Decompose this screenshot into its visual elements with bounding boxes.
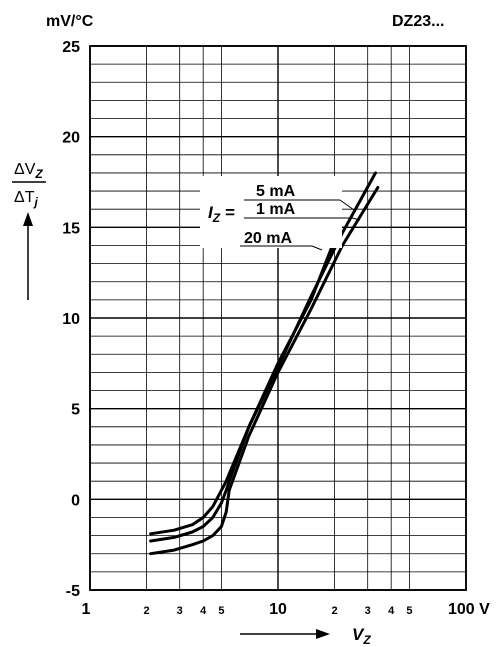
y-tick-labels: 25 20 15 10 5 0 -5 <box>62 39 80 600</box>
x-tick-label-minor: 5 <box>218 605 224 617</box>
x-tick-label-minor: 3 <box>365 605 371 617</box>
x-axis-arrow-head <box>316 629 330 639</box>
x-tick-label-minor: 2 <box>144 605 150 617</box>
x-axis-label-text: VZ <box>352 625 371 647</box>
y-axis-label: ΔVZ ΔTj <box>12 161 46 300</box>
legend-label-1ma: 1 mA <box>256 201 296 218</box>
y-label-denominator: ΔTj <box>14 189 38 209</box>
x-tick-label-minor: 5 <box>406 605 412 617</box>
y-tick-label: 25 <box>62 39 80 56</box>
x-tick-label-minor: 4 <box>200 605 207 617</box>
y-axis-unit: mV/°C <box>46 13 94 30</box>
series-line-3 <box>149 238 337 536</box>
series-line-2 <box>149 185 380 556</box>
legend-label-20ma: 20 mA <box>244 230 292 247</box>
y-tick-label: 20 <box>62 130 80 147</box>
legend-leader-5ma <box>339 199 355 211</box>
legend-leader-1ma <box>351 217 361 221</box>
x-axis-label: VZ <box>240 625 371 647</box>
x-tick-label: 1 <box>82 601 91 618</box>
y-tick-label: 15 <box>62 220 80 237</box>
y-tick-label: -5 <box>66 583 80 600</box>
y-tick-label: 10 <box>62 311 80 328</box>
legend-label-5ma: 5 mA <box>256 183 296 200</box>
y-label-numerator: ΔVZ <box>14 161 43 181</box>
legend-box <box>200 176 342 248</box>
x-tick-label-minor: 4 <box>388 605 395 617</box>
x-tick-label: 100 V <box>448 601 490 618</box>
legend: IZ = 5 mA 1 mA 20 mA <box>200 176 361 251</box>
chart-series <box>149 171 380 556</box>
plot-frame <box>89 45 467 591</box>
x-tick-label-minor: 3 <box>177 605 183 617</box>
x-tick-labels: 1 10 100 V2 3 4 5 2 3 4 5 <box>82 601 491 618</box>
x-tick-label: 10 <box>269 601 287 618</box>
y-tick-label: 0 <box>71 492 80 509</box>
chart-title: DZ23... <box>392 13 444 30</box>
chart-grid <box>89 45 467 591</box>
legend-leader-20ma <box>311 245 323 251</box>
y-axis-arrow-head <box>23 212 33 226</box>
legend-title: IZ = <box>208 203 235 225</box>
x-tick-label-minor: 2 <box>332 605 338 617</box>
y-tick-label: 5 <box>71 402 80 419</box>
